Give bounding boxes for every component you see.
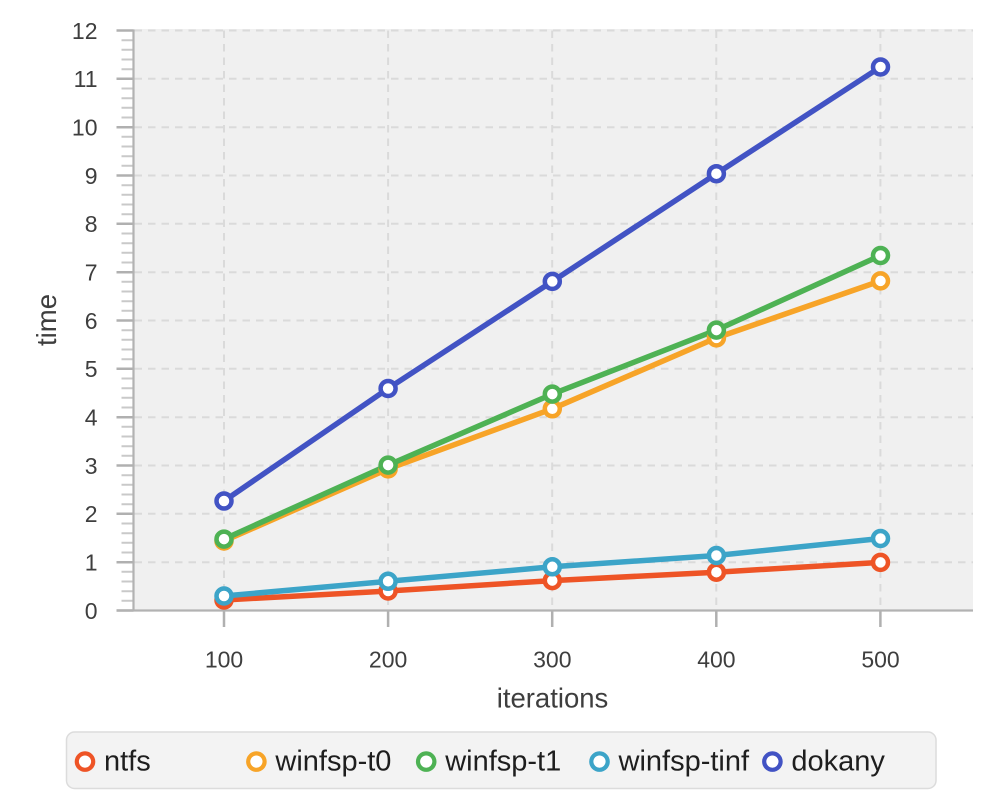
svg-text:500: 500 <box>861 647 899 673</box>
svg-text:time: time <box>31 294 62 346</box>
svg-text:winfsp-tinf: winfsp-tinf <box>618 746 750 778</box>
svg-text:12: 12 <box>72 18 98 44</box>
svg-text:200: 200 <box>369 647 407 673</box>
svg-text:9: 9 <box>85 163 98 189</box>
svg-text:3: 3 <box>85 453 98 479</box>
svg-text:400: 400 <box>697 647 735 673</box>
svg-text:100: 100 <box>205 647 243 673</box>
svg-text:6: 6 <box>85 308 98 334</box>
svg-text:0: 0 <box>85 598 98 624</box>
svg-text:1: 1 <box>85 550 98 576</box>
svg-text:7: 7 <box>85 260 98 286</box>
svg-text:2: 2 <box>85 501 98 527</box>
svg-text:winfsp-t1: winfsp-t1 <box>444 746 561 778</box>
svg-text:dokany: dokany <box>791 746 885 778</box>
svg-text:winfsp-t0: winfsp-t0 <box>274 746 391 778</box>
svg-text:5: 5 <box>85 356 98 382</box>
svg-text:ntfs: ntfs <box>104 746 151 778</box>
svg-text:4: 4 <box>85 405 98 431</box>
svg-text:iterations: iterations <box>497 683 609 714</box>
svg-text:10: 10 <box>72 115 98 141</box>
svg-text:11: 11 <box>74 66 98 92</box>
svg-text:8: 8 <box>85 211 98 237</box>
svg-text:300: 300 <box>533 647 571 673</box>
